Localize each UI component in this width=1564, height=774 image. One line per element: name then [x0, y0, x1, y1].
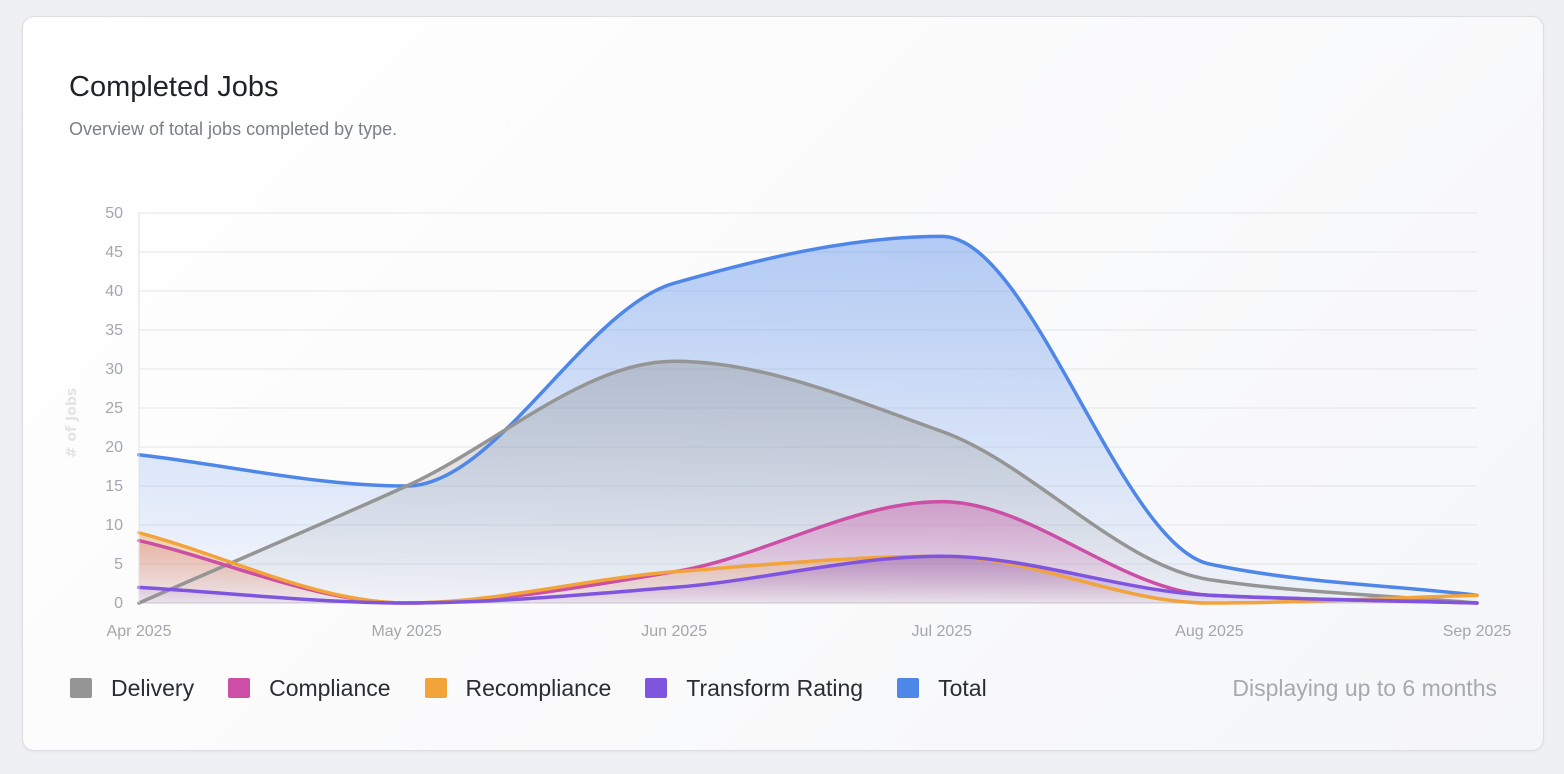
legend-swatch — [228, 678, 251, 698]
x-tick-label: Jul 2025 — [912, 623, 973, 640]
axes: 0 5 10 15 20 25 30 35 40 45 50 Apr 2025 May 2025 Jun … — [64, 205, 1511, 640]
x-tick-label: Sep 2025 — [1443, 623, 1512, 640]
chart-title: Completed Jobs — [69, 71, 279, 103]
series-line-delivery[interactable] — [137, 359, 1479, 605]
x-tick-label: Aug 2025 — [1175, 623, 1244, 640]
y-tick-label: 20 — [105, 439, 123, 456]
legend-label: Compliance — [269, 674, 391, 701]
y-tick-label: 45 — [105, 244, 123, 261]
series-lines — [137, 234, 1479, 605]
legend-label: Total — [938, 674, 987, 701]
y-tick-label: 10 — [105, 517, 123, 534]
range-note: Displaying up to 6 months — [1232, 675, 1497, 701]
x-tick-label: Jun 2025 — [641, 623, 707, 640]
legend-swatch — [645, 678, 668, 698]
series-area-delivery — [139, 361, 1477, 603]
legend-item-compliance[interactable]: Compliance — [228, 674, 391, 702]
legend-item-transform-rating[interactable]: Transform Rating — [645, 675, 863, 702]
x-tick-label: May 2025 — [371, 623, 441, 640]
y-tick-label: 5 — [114, 556, 123, 573]
legend-swatch — [897, 678, 920, 698]
series-line-transform-rating[interactable] — [137, 554, 1479, 605]
chart-subtitle: Overview of total jobs completed by type… — [69, 119, 398, 139]
legend-label: Recompliance — [465, 674, 612, 701]
legend-item-delivery[interactable]: Delivery — [70, 675, 194, 702]
y-tick-label: 0 — [114, 595, 123, 612]
y-tick-label: 30 — [105, 361, 123, 378]
series-line-total[interactable] — [137, 234, 1479, 597]
series-area-compliance — [139, 501, 1477, 603]
y-tick-label: 50 — [105, 205, 123, 222]
x-tick-label: Apr 2025 — [107, 623, 172, 640]
y-tick-label: 35 — [105, 322, 123, 339]
legend: Delivery Compliance Recompliance Transform … — [70, 674, 1021, 702]
legend-swatch — [70, 678, 92, 698]
y-tick-label: 40 — [105, 283, 123, 300]
y-tick-label: 25 — [105, 400, 123, 417]
legend-label: Transform Rating — [686, 674, 864, 701]
y-axis-label: # of Jobs — [64, 388, 80, 458]
series-area-transform-rating — [139, 556, 1477, 603]
legend-item-total[interactable]: Total — [897, 675, 987, 702]
legend-label: Delivery — [111, 674, 195, 701]
legend-swatch — [424, 678, 447, 698]
y-tick-label: 15 — [105, 478, 123, 495]
legend-item-recompliance[interactable]: Recompliance — [424, 674, 612, 702]
